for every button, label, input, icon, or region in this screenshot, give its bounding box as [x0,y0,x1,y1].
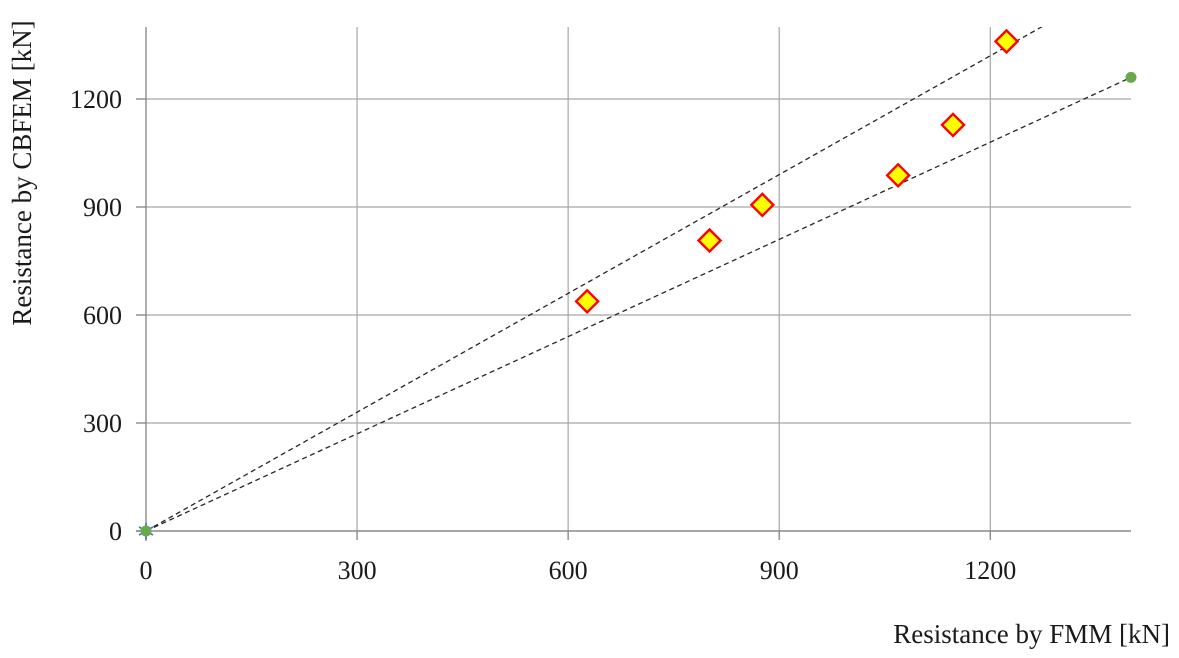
circle-marker [1125,71,1137,83]
x-tick-label: 900 [760,556,799,585]
y-tick-label: 0 [109,517,122,546]
diamond-marker [749,192,776,218]
diamond-marker [885,162,911,189]
diamond-marker [574,288,600,315]
x-tick-label: 600 [549,556,588,585]
x-tick-label: 300 [338,556,377,585]
series-layer [138,27,1137,539]
diamond-marker [696,227,723,254]
circle-marker [140,525,152,537]
y-tick-label: 600 [83,301,122,330]
tick-labels: 0 300 600 900 1200 0 300 600 900 1200 [70,85,1016,585]
diamond-marker [940,112,966,138]
y-tick-label: 300 [83,409,122,438]
x-axis-title: Resistance by FMM [kN] [893,619,1170,649]
x-tick-label: 0 [140,556,153,585]
y-tick-label: 1200 [70,85,122,114]
tolerance-band-upper-110pct-line [146,27,1043,531]
diamond-marker [993,28,1020,55]
y-tick-label: 900 [83,193,122,222]
gridlines [146,27,1131,531]
axes [136,27,1131,541]
x-tick-label: 1200 [964,556,1016,585]
y-axis-title: Resistance by CBFEM [kN] [7,20,37,326]
tolerance-band-lower-90pct-line [146,76,1131,531]
